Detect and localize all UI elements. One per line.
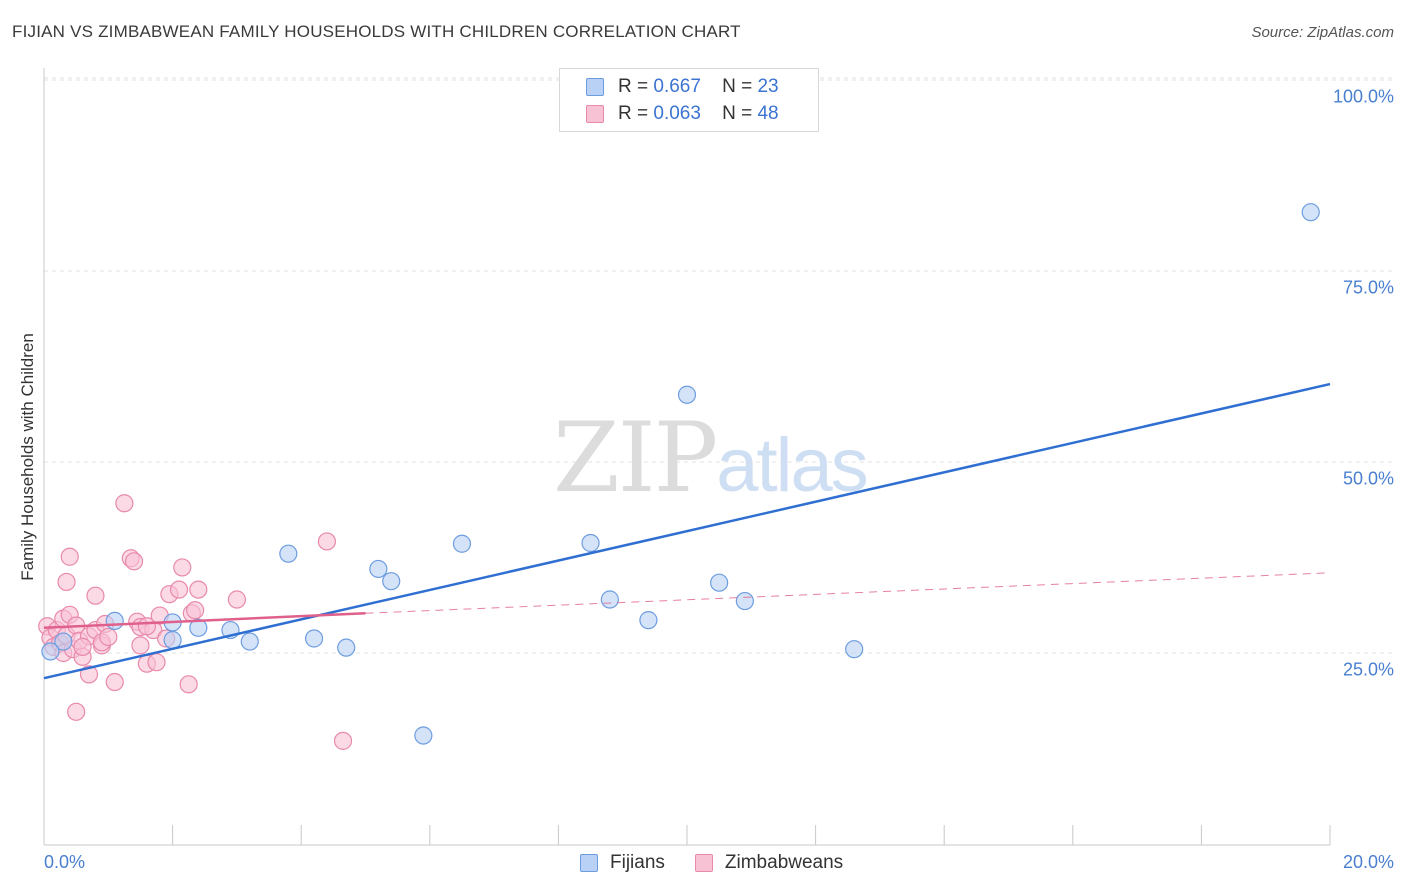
fijians-swatch xyxy=(586,78,604,96)
zimbabweans-point-32 xyxy=(147,653,166,672)
zimbabweans-point-39 xyxy=(173,558,192,577)
fijians-legend-label: Fijians xyxy=(610,852,665,873)
zimbabweans-point-16 xyxy=(105,672,124,692)
legend-r-value: 0.063 xyxy=(653,103,701,124)
fijians-point-20 xyxy=(845,640,864,659)
zimbabweans-point-47 xyxy=(73,637,92,656)
zimbabweans-point-25 xyxy=(115,494,134,513)
fijians-point-19 xyxy=(735,591,754,611)
fijians-point-8 xyxy=(304,629,324,648)
zimbabweans-point-35 xyxy=(137,617,156,636)
chart-title: FIJIAN VS ZIMBABWEAN FAMILY HOUSEHOLDS W… xyxy=(12,22,741,41)
fijians-point-9 xyxy=(337,638,356,657)
zimbabweans-point-27 xyxy=(124,552,144,571)
fijians-point-13 xyxy=(452,534,472,553)
legend-n-label: N = xyxy=(722,103,753,124)
fijians-series xyxy=(41,203,1320,745)
legend-row-fijians: R = 0.667 N = 23 xyxy=(586,75,779,99)
zimbabweans-point-44 xyxy=(227,590,246,609)
fijians-point-7 xyxy=(279,544,298,563)
fijians-point-21 xyxy=(1301,203,1320,222)
fijians-point-14 xyxy=(581,533,600,553)
y-axis-label: Family Households with Children xyxy=(18,333,37,581)
fijians-point-6 xyxy=(240,632,259,651)
y-tick-label-100: 100.0% xyxy=(1332,86,1394,107)
zimbabweans-point-41 xyxy=(186,601,205,620)
fijians-point-12 xyxy=(414,726,433,745)
watermark-zip: ZIP xyxy=(553,402,718,514)
fijians-legend-swatch xyxy=(580,854,598,872)
fijians-point-15 xyxy=(600,590,619,609)
zimbabweans-point-19 xyxy=(67,702,86,721)
fijians-point-16 xyxy=(639,611,658,630)
zimbabweans-point-21 xyxy=(86,586,105,605)
fijians-point-3 xyxy=(163,630,182,650)
fijians-point-1 xyxy=(105,611,124,631)
fijians-trend-line xyxy=(43,382,1331,680)
legend-item-fijians[interactable]: Fijians xyxy=(580,852,665,874)
legend-r-label: R = xyxy=(618,103,649,124)
y-tick-label-75: 75.0% xyxy=(1342,277,1394,298)
zimbabweans-point-17 xyxy=(57,572,76,592)
zimbabweans-point-34 xyxy=(131,636,150,655)
fijians-point-11 xyxy=(382,572,401,591)
fijians-point-18 xyxy=(710,573,729,592)
fijians-point-10 xyxy=(369,559,388,579)
grid-layer xyxy=(44,77,1392,654)
zimbabweans-legend-swatch xyxy=(694,854,713,872)
fijians-point-17 xyxy=(677,385,697,404)
legend-r-value: 0.667 xyxy=(653,76,701,97)
trend-layer xyxy=(43,382,1331,680)
legend-row-zimbabweans: R = 0.063 N = 48 xyxy=(586,102,779,126)
axis-layer xyxy=(43,68,1331,846)
x-tick-label-max: 20.0% xyxy=(1342,852,1394,872)
fijians-point-0 xyxy=(54,632,73,651)
y-tick-label-25: 25.0% xyxy=(1342,659,1394,680)
zimbabweans-point-42 xyxy=(189,580,208,599)
zimbabweans-trend-extension xyxy=(365,572,1331,614)
legend-n-value: 23 xyxy=(757,76,779,97)
zimbabweans-point-45 xyxy=(317,532,337,551)
legend-n-label: N = xyxy=(722,76,753,97)
series-legend: Fijians Zimbabweans xyxy=(580,852,873,874)
zimbabweans-swatch xyxy=(586,105,604,123)
correlation-legend: R = 0.667 N = 23 R = 0.063 N = 48 xyxy=(559,68,819,132)
legend-n-value: 48 xyxy=(757,103,779,124)
fijians-point-4 xyxy=(189,618,208,637)
zimbabweans-point-46 xyxy=(333,731,353,750)
watermark: ZIPatlas xyxy=(553,402,869,514)
legend-r-label: R = xyxy=(618,76,649,97)
zimbabweans-point-38 xyxy=(169,580,189,599)
y-tick-label-50: 50.0% xyxy=(1342,468,1394,489)
zimbabweans-point-43 xyxy=(179,675,198,694)
zimbabweans-trend-line xyxy=(43,612,366,630)
legend-item-zimbabweans[interactable]: Zimbabweans xyxy=(694,852,844,874)
fijians-point-22 xyxy=(41,642,60,661)
watermark-atlas: atlas xyxy=(716,423,869,508)
zimbabweans-point-24 xyxy=(99,627,118,647)
chart-source: Source: ZipAtlas.com xyxy=(1251,24,1394,41)
x-tick-label-min: 0.0% xyxy=(44,852,86,872)
zimbabweans-legend-label: Zimbabweans xyxy=(724,852,844,873)
zimbabweans-point-18 xyxy=(60,547,79,566)
